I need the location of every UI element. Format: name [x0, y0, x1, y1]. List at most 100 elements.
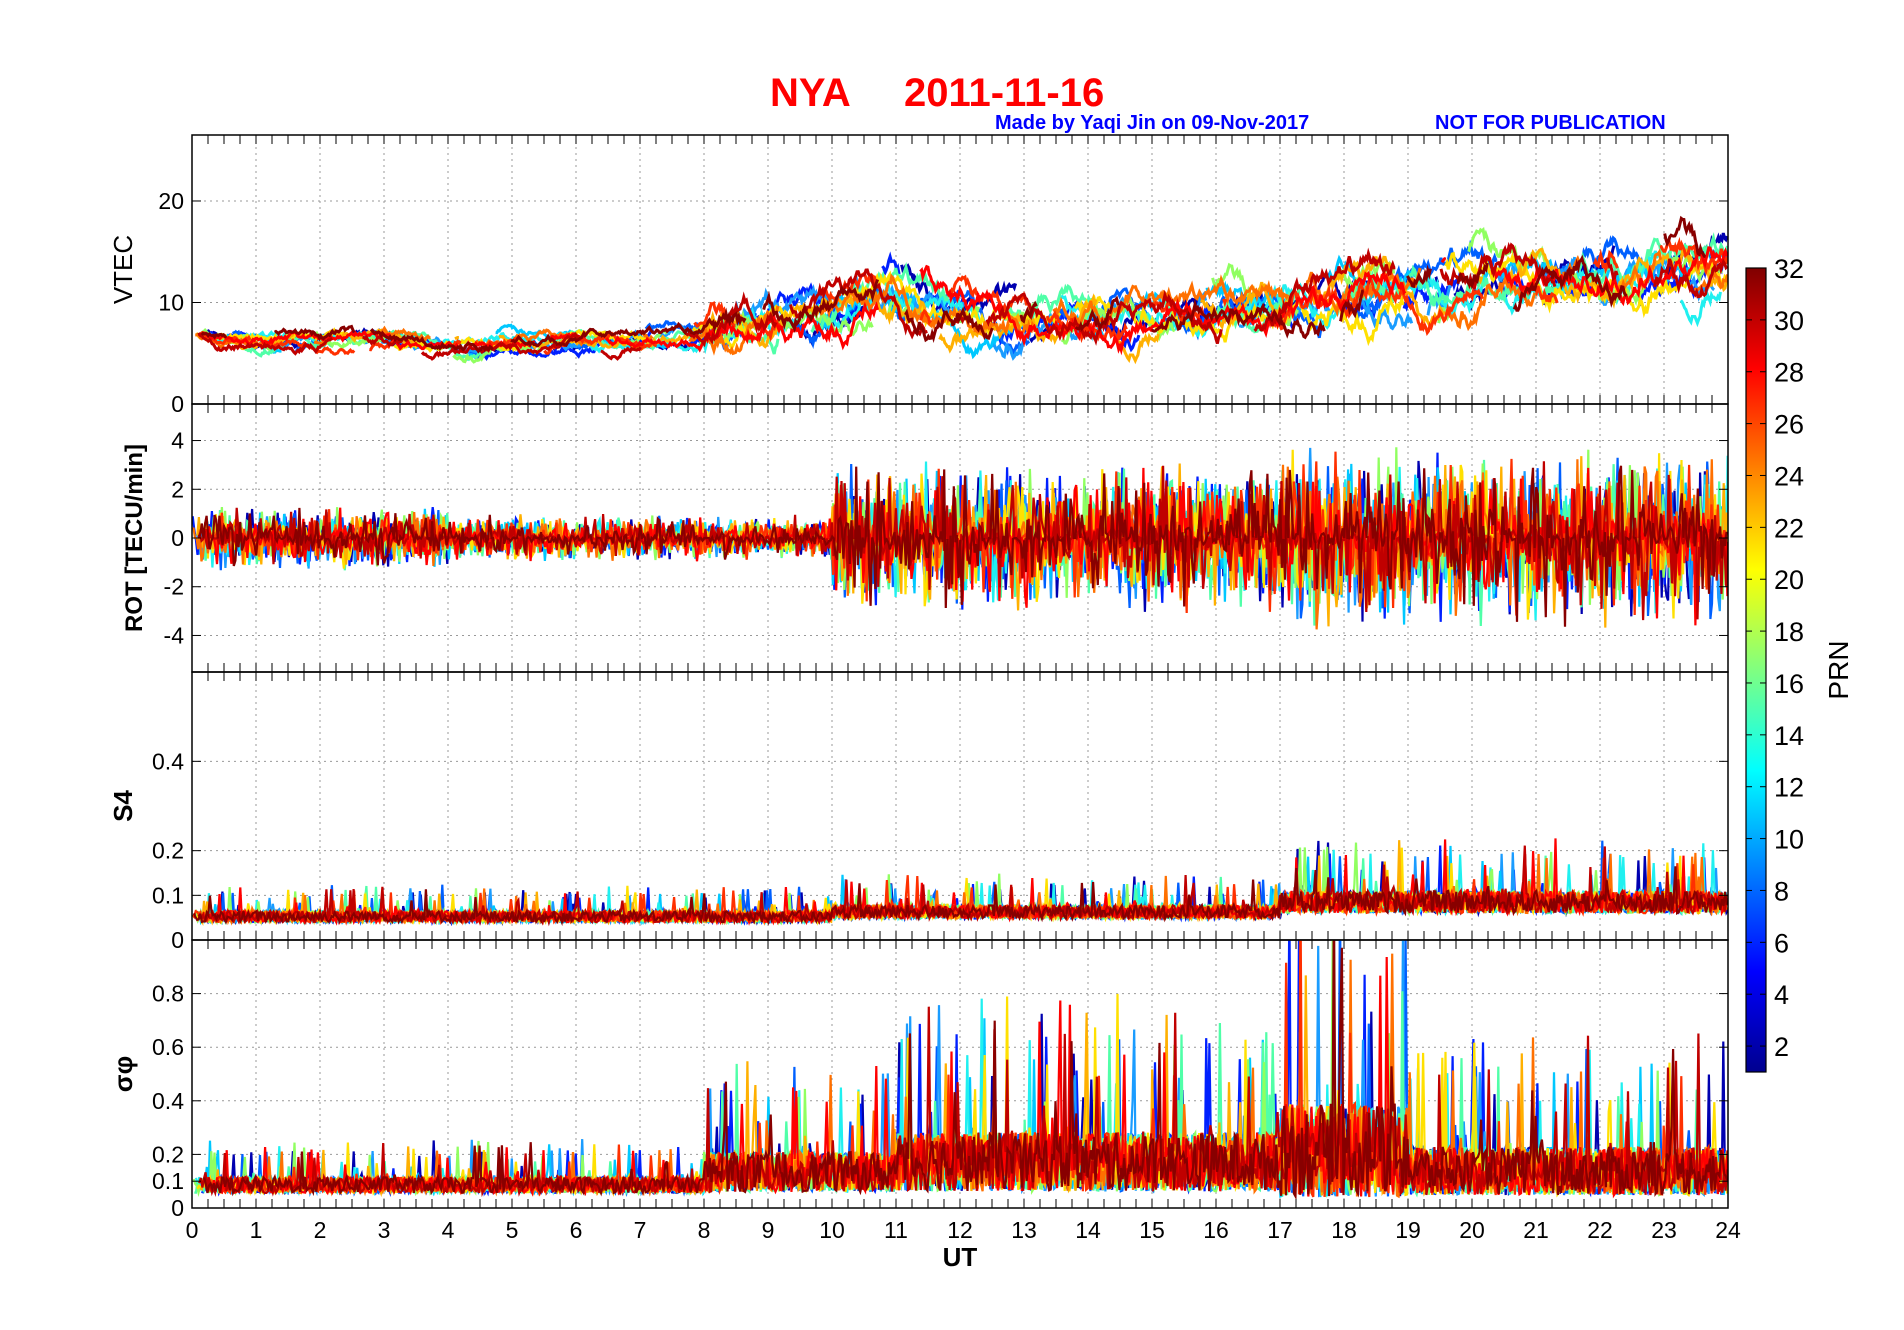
colorbar-tick-label: 18	[1774, 617, 1804, 647]
xtick-label: 6	[570, 1217, 583, 1243]
xtick-label: 2	[314, 1217, 327, 1243]
xtick-label: 9	[762, 1217, 775, 1243]
trace-prn-30	[420, 331, 580, 361]
ytick-label-rot: -2	[164, 574, 184, 600]
trace-prn-28	[1440, 257, 1447, 264]
x-minor-ticks-rot	[191, 404, 1729, 672]
colorbar-label: PRN	[1823, 640, 1854, 699]
ytick-label-rot: -4	[164, 622, 185, 648]
colorbar-tick-label: 8	[1774, 876, 1789, 906]
xtick-label: 3	[378, 1217, 391, 1243]
xtick-label: 11	[884, 1217, 908, 1243]
x-minor-ticks-vtec	[191, 135, 1729, 404]
chart-title-station: NYA	[770, 71, 851, 115]
xtick-label: 4	[442, 1217, 455, 1243]
trace-prn-32	[1406, 264, 1432, 289]
panel-sigma_phi: 00.10.2 0.4 0.6 0.8 σφ	[108, 939, 1729, 1221]
trace-prn-27	[1659, 236, 1728, 277]
traces-rot	[192, 447, 1728, 630]
ytick-label-s4: 0	[171, 927, 184, 953]
ytick-label-rot: 0	[171, 525, 184, 551]
trace-prn-32	[762, 279, 880, 334]
ytick-label-sigma_phi: 0.1	[152, 1168, 184, 1194]
xtick-label: 10	[819, 1217, 845, 1243]
xtick-label: 7	[634, 1217, 647, 1243]
trace-prn-32	[510, 307, 747, 348]
colorbar-scale	[1745, 267, 1767, 1073]
trace-prn-27	[1222, 298, 1228, 308]
trace-prn-32	[904, 306, 994, 344]
xtick-label: 8	[698, 1217, 711, 1243]
xtick-label: 24	[1715, 1217, 1741, 1243]
panel-s4: 0 0.1 0.2 0.4 S4	[108, 671, 1729, 953]
trace-prn-25	[1617, 248, 1663, 291]
colorbar-tick-label: 2	[1774, 1032, 1789, 1062]
colorbar-tick-label: 10	[1774, 825, 1804, 855]
xtick-label: 1	[250, 1217, 263, 1243]
ytick-label-s4: 0.1	[152, 882, 184, 908]
trace-prn-32	[1151, 298, 1326, 340]
trace-prn-30	[600, 346, 642, 361]
ytick-label-sigma_phi: 0.2	[152, 1141, 184, 1167]
trace-prn-32	[1338, 289, 1364, 322]
trace-prn-23	[454, 335, 460, 341]
ytick-label-rot: 2	[171, 476, 184, 502]
xtick-label: 21	[1523, 1217, 1549, 1243]
trace-prn-25	[376, 325, 431, 342]
xtick-label: 14	[1075, 1217, 1101, 1243]
trace-prn-30	[197, 332, 334, 356]
xtick-label: 18	[1331, 1217, 1357, 1243]
trace-prn-27	[919, 308, 933, 326]
panel-rot: -4 -2 0 2 4 ROT [TECU/min]	[121, 403, 1729, 673]
xtick-label: 5	[506, 1217, 519, 1243]
colorbar-tick-label: 6	[1774, 928, 1789, 958]
xtick-label: 20	[1459, 1217, 1485, 1243]
xtick-label: 13	[1011, 1217, 1037, 1243]
chart-title-date: 2011-11-16	[904, 71, 1104, 115]
trace-prn-30	[789, 268, 928, 340]
trace-prn-32	[203, 940, 1728, 1201]
colorbar-tick-label: 14	[1774, 721, 1804, 751]
credit-made-by: Made by Yaqi Jin on 09-Nov-2017	[995, 112, 1309, 134]
trace-prn-23	[1503, 247, 1728, 310]
trace-prn-18	[1211, 262, 1255, 300]
trace-prn-28	[605, 301, 880, 353]
trace-prn-32	[1663, 215, 1707, 259]
trace-prn-27	[1267, 277, 1484, 336]
trace-prn-23	[1117, 332, 1160, 365]
colorbar-tick-label: 16	[1774, 669, 1804, 699]
colorbar-tick-label: 26	[1774, 410, 1804, 440]
xlabel: UT	[943, 1242, 978, 1272]
xtick-label: 19	[1395, 1217, 1421, 1243]
trace-prn-32	[369, 327, 494, 354]
trace-prn-7	[1355, 239, 1498, 320]
traces-vtec	[195, 215, 1728, 365]
xtick-label: 0	[186, 1217, 199, 1243]
colorbar-tick-label: 32	[1774, 254, 1804, 284]
x-minor-ticks-sigma_phi	[191, 940, 1729, 1208]
ytick-label-vtec: 20	[158, 188, 184, 214]
traces-s4	[192, 838, 1728, 927]
trace-prn-25	[819, 273, 1037, 340]
ytick-label-sigma_phi: 0	[171, 1195, 184, 1221]
trace-prn-30	[197, 845, 1728, 927]
xtick-label: 15	[1139, 1217, 1165, 1243]
xtick-label: 12	[947, 1217, 973, 1243]
trace-prn-32	[273, 324, 356, 342]
trace-prn-13	[1679, 290, 1722, 328]
trace-prn-32	[198, 465, 1728, 627]
trace-prn-27	[1592, 248, 1619, 275]
colorbar-tick-label: 28	[1774, 358, 1804, 388]
trace-prn-30	[1605, 257, 1619, 282]
colorbar-tick-label: 30	[1774, 306, 1804, 336]
ylabel-vtec: VTEC	[108, 235, 138, 304]
panel-vtec: 0 10 20 VTEC	[108, 134, 1729, 417]
x-minor-ticks-s4	[191, 672, 1729, 940]
ytick-label-sigma_phi: 0.4	[152, 1088, 184, 1114]
xtick-label: 17	[1267, 1217, 1293, 1243]
trace-prn-28	[919, 264, 1407, 356]
ytick-label-vtec: 10	[158, 289, 184, 315]
